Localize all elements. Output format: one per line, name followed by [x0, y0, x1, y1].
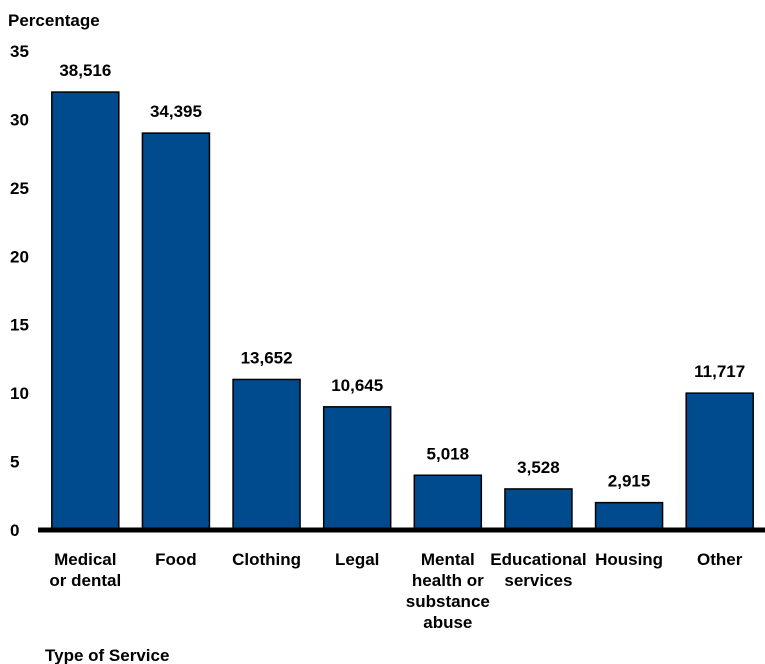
category-label: Medical or dental [49, 550, 121, 590]
category-label: Housing [595, 550, 663, 569]
bar [504, 488, 573, 531]
category-label: Other [697, 550, 743, 569]
category-label: Mental health or substance abuse [406, 550, 490, 632]
y-tick-label: 5 [10, 453, 19, 472]
bar [413, 474, 483, 531]
bar [232, 378, 301, 531]
y-tick-label: 15 [10, 316, 29, 335]
bar [685, 392, 754, 531]
category-label: Legal [335, 550, 379, 569]
y-tick-label: 0 [10, 521, 19, 540]
data-label: 5,018 [427, 444, 470, 463]
data-labels: 38,516 34,395 13,652 10,645 5,018 3,528 2,915 1… [59, 61, 745, 491]
y-tick-label: 35 [10, 42, 29, 61]
y-axis-ticks: 0 5 10 15 20 25 30 35 [10, 42, 29, 540]
data-label: 3,528 [517, 458, 560, 477]
bar [51, 91, 120, 531]
bar [594, 501, 664, 531]
bar [322, 406, 392, 531]
data-label: 34,395 [150, 102, 202, 121]
category-label: Educational services [490, 550, 586, 590]
data-label: 2,915 [608, 472, 651, 491]
data-label: 10,645 [331, 376, 383, 395]
y-tick-label: 30 [10, 110, 29, 129]
category-label: Clothing [232, 550, 301, 569]
data-label: 13,652 [241, 348, 293, 367]
bar [141, 132, 211, 531]
x-axis-categories: Medical or dental Food Clothing Legal Mental h… [49, 550, 742, 632]
data-label: 11,717 [694, 362, 745, 381]
category-label: Food [155, 550, 197, 569]
y-tick-label: 10 [10, 384, 29, 403]
y-tick-label: 20 [10, 247, 29, 266]
y-tick-label: 25 [10, 179, 29, 198]
x-axis-title: Type of Service [45, 646, 169, 664]
y-axis-title: Percentage [8, 11, 100, 30]
data-label: 38,516 [59, 61, 111, 80]
bars [51, 91, 754, 531]
